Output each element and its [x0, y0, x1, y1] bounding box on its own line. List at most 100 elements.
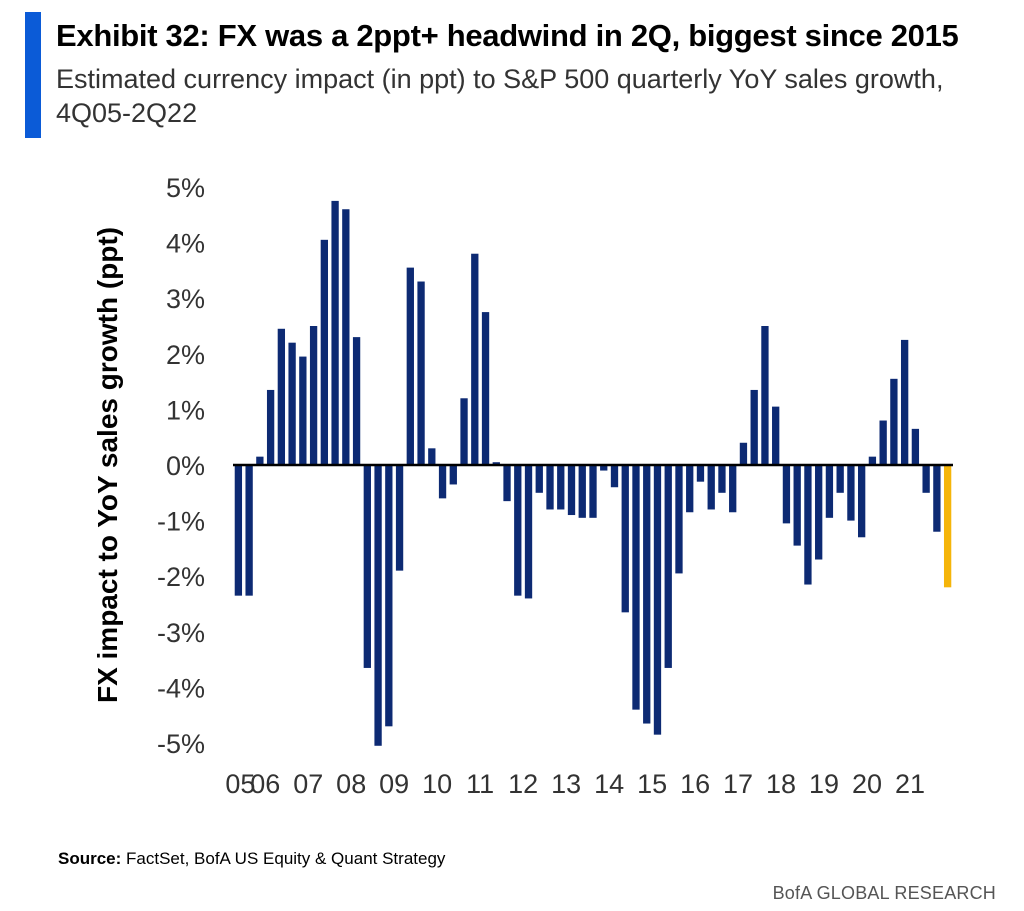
bar	[729, 465, 737, 513]
x-tick-label: 15	[637, 769, 667, 799]
bar	[460, 398, 468, 465]
brand-logo-text: BofA GLOBAL RESEARCH	[772, 883, 996, 903]
y-tick-label: -2%	[157, 562, 205, 592]
source-label: Source:	[58, 849, 122, 868]
y-tick-label: 4%	[166, 229, 205, 259]
x-tick-label: 05	[225, 769, 255, 799]
bar	[772, 406, 780, 465]
bar	[395, 465, 404, 571]
bar	[578, 465, 586, 518]
bar	[643, 465, 651, 724]
bar	[653, 465, 662, 735]
y-axis-ticks: 5% 4% 3% 2% 1% 0% -1% -2% -3% -4% -5%	[157, 173, 205, 759]
y-tick-label: 5%	[166, 173, 205, 203]
bar	[621, 465, 629, 613]
bars-group	[234, 200, 952, 746]
bar	[739, 442, 748, 465]
bar	[879, 420, 887, 465]
bar-highlight	[943, 465, 952, 588]
bar	[782, 465, 791, 524]
bar	[471, 253, 479, 465]
chart-title: Exhibit 32: FX was a 2ppt+ headwind in 2…	[56, 18, 959, 53]
source-note: Source: FactSet, BofA US Equity & Quant …	[58, 849, 445, 869]
bar	[750, 389, 758, 465]
bar	[707, 465, 715, 510]
x-tick-label: 06	[250, 769, 280, 799]
bar	[836, 465, 844, 493]
bar	[858, 465, 866, 538]
bar	[933, 465, 941, 532]
bar	[481, 312, 490, 465]
bar	[890, 378, 898, 465]
bar	[804, 465, 812, 585]
x-tick-label: 21	[895, 769, 925, 799]
bar	[911, 428, 920, 465]
bar	[815, 465, 823, 560]
bar	[417, 281, 425, 465]
x-tick-label: 10	[422, 769, 452, 799]
y-tick-label: -1%	[157, 507, 205, 537]
bar	[664, 465, 672, 668]
bar	[331, 200, 339, 465]
bar	[234, 465, 243, 596]
x-tick-label: 18	[766, 769, 796, 799]
bar	[675, 465, 683, 574]
bar	[696, 465, 705, 482]
bar	[449, 465, 457, 485]
y-tick-label: 1%	[166, 395, 205, 425]
bar	[514, 465, 522, 596]
bar	[299, 356, 307, 465]
bar	[825, 465, 834, 518]
bar	[922, 465, 930, 493]
bar	[406, 267, 414, 465]
y-axis-title: FX impact to YoY sales growth (ppt)	[92, 227, 123, 703]
bar	[546, 465, 554, 510]
bar	[492, 462, 500, 465]
x-tick-label: 08	[336, 769, 366, 799]
bar	[632, 465, 640, 710]
bar	[535, 465, 543, 493]
y-tick-label: 0%	[166, 451, 205, 481]
bar	[277, 328, 286, 465]
chart-subtitle: Estimated currency impact (in ppt) to S&…	[56, 64, 944, 128]
bar	[309, 326, 318, 465]
x-tick-label: 17	[723, 769, 753, 799]
bar	[363, 465, 371, 668]
x-tick-label: 20	[852, 769, 882, 799]
bar	[610, 465, 619, 488]
x-tick-label: 09	[379, 769, 409, 799]
bar	[352, 337, 361, 465]
x-tick-label: 07	[293, 769, 323, 799]
bar	[557, 465, 565, 510]
y-axis-title-group: FX impact to YoY sales growth (ppt)	[92, 227, 123, 703]
bar	[900, 339, 909, 465]
bar	[686, 465, 694, 513]
y-tick-label: 3%	[166, 284, 205, 314]
y-tick-label: 2%	[166, 340, 205, 370]
y-tick-label: -5%	[157, 729, 205, 759]
y-tick-label: -3%	[157, 618, 205, 648]
x-tick-label: 13	[551, 769, 581, 799]
bar	[256, 456, 264, 465]
bar	[524, 465, 533, 599]
x-tick-label: 12	[508, 769, 538, 799]
x-tick-label: 14	[594, 769, 624, 799]
bar	[567, 465, 576, 516]
bar	[868, 456, 877, 465]
bar	[600, 465, 608, 471]
bar	[288, 342, 296, 465]
bar-chart: FX impact to YoY sales growth (ppt) 5% 4%…	[92, 173, 953, 799]
source-text: FactSet, BofA US Equity & Quant Strategy	[121, 849, 446, 868]
bar	[428, 448, 436, 465]
accent-bar	[25, 12, 41, 138]
x-tick-label: 11	[466, 769, 494, 799]
bar	[761, 326, 769, 465]
bar	[793, 465, 801, 546]
x-tick-label: 19	[809, 769, 839, 799]
bar	[320, 239, 328, 465]
bar	[374, 465, 382, 746]
bar	[503, 465, 511, 502]
bar	[245, 465, 253, 596]
x-tick-label: 16	[680, 769, 710, 799]
